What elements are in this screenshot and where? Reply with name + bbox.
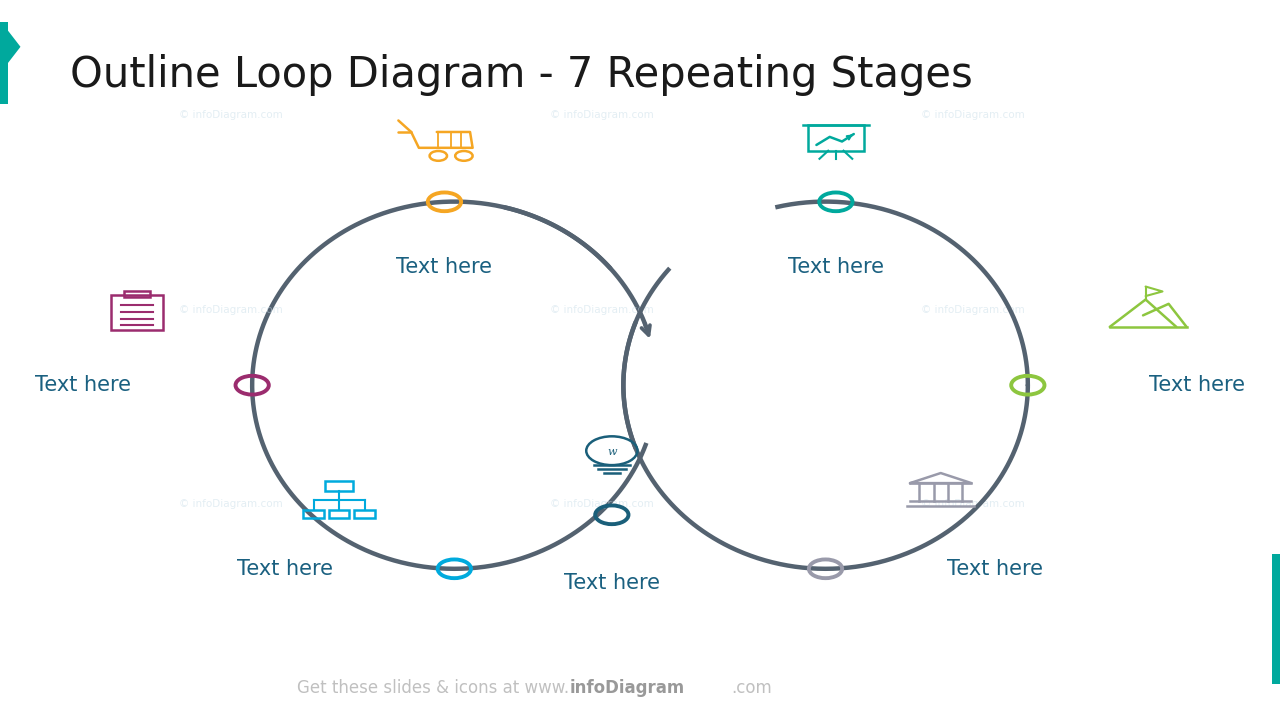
Text: Text here: Text here <box>35 375 131 395</box>
Text: Text here: Text here <box>563 573 660 593</box>
Text: Text here: Text here <box>237 559 333 579</box>
Polygon shape <box>8 30 20 63</box>
Text: Text here: Text here <box>397 256 493 276</box>
Text: infoDiagram: infoDiagram <box>570 678 685 697</box>
Text: Text here: Text here <box>788 256 884 276</box>
Text: Outline Loop Diagram - 7 Repeating Stages: Outline Loop Diagram - 7 Repeating Stage… <box>70 54 973 96</box>
Text: Get these slides & icons at www.: Get these slides & icons at www. <box>297 678 570 697</box>
Text: © infoDiagram.com: © infoDiagram.com <box>178 305 283 315</box>
FancyBboxPatch shape <box>0 22 8 104</box>
Text: .com: .com <box>731 678 772 697</box>
FancyBboxPatch shape <box>1272 554 1280 684</box>
Text: © infoDiagram.com: © infoDiagram.com <box>178 499 283 509</box>
Text: Text here: Text here <box>1149 375 1245 395</box>
Text: © infoDiagram.com: © infoDiagram.com <box>549 499 654 509</box>
Text: © infoDiagram.com: © infoDiagram.com <box>920 499 1025 509</box>
Text: © infoDiagram.com: © infoDiagram.com <box>549 305 654 315</box>
Text: © infoDiagram.com: © infoDiagram.com <box>549 110 654 120</box>
Text: © infoDiagram.com: © infoDiagram.com <box>178 110 283 120</box>
Text: © infoDiagram.com: © infoDiagram.com <box>920 305 1025 315</box>
Text: © infoDiagram.com: © infoDiagram.com <box>920 110 1025 120</box>
Text: Text here: Text here <box>947 559 1043 579</box>
Text: w: w <box>607 446 617 456</box>
